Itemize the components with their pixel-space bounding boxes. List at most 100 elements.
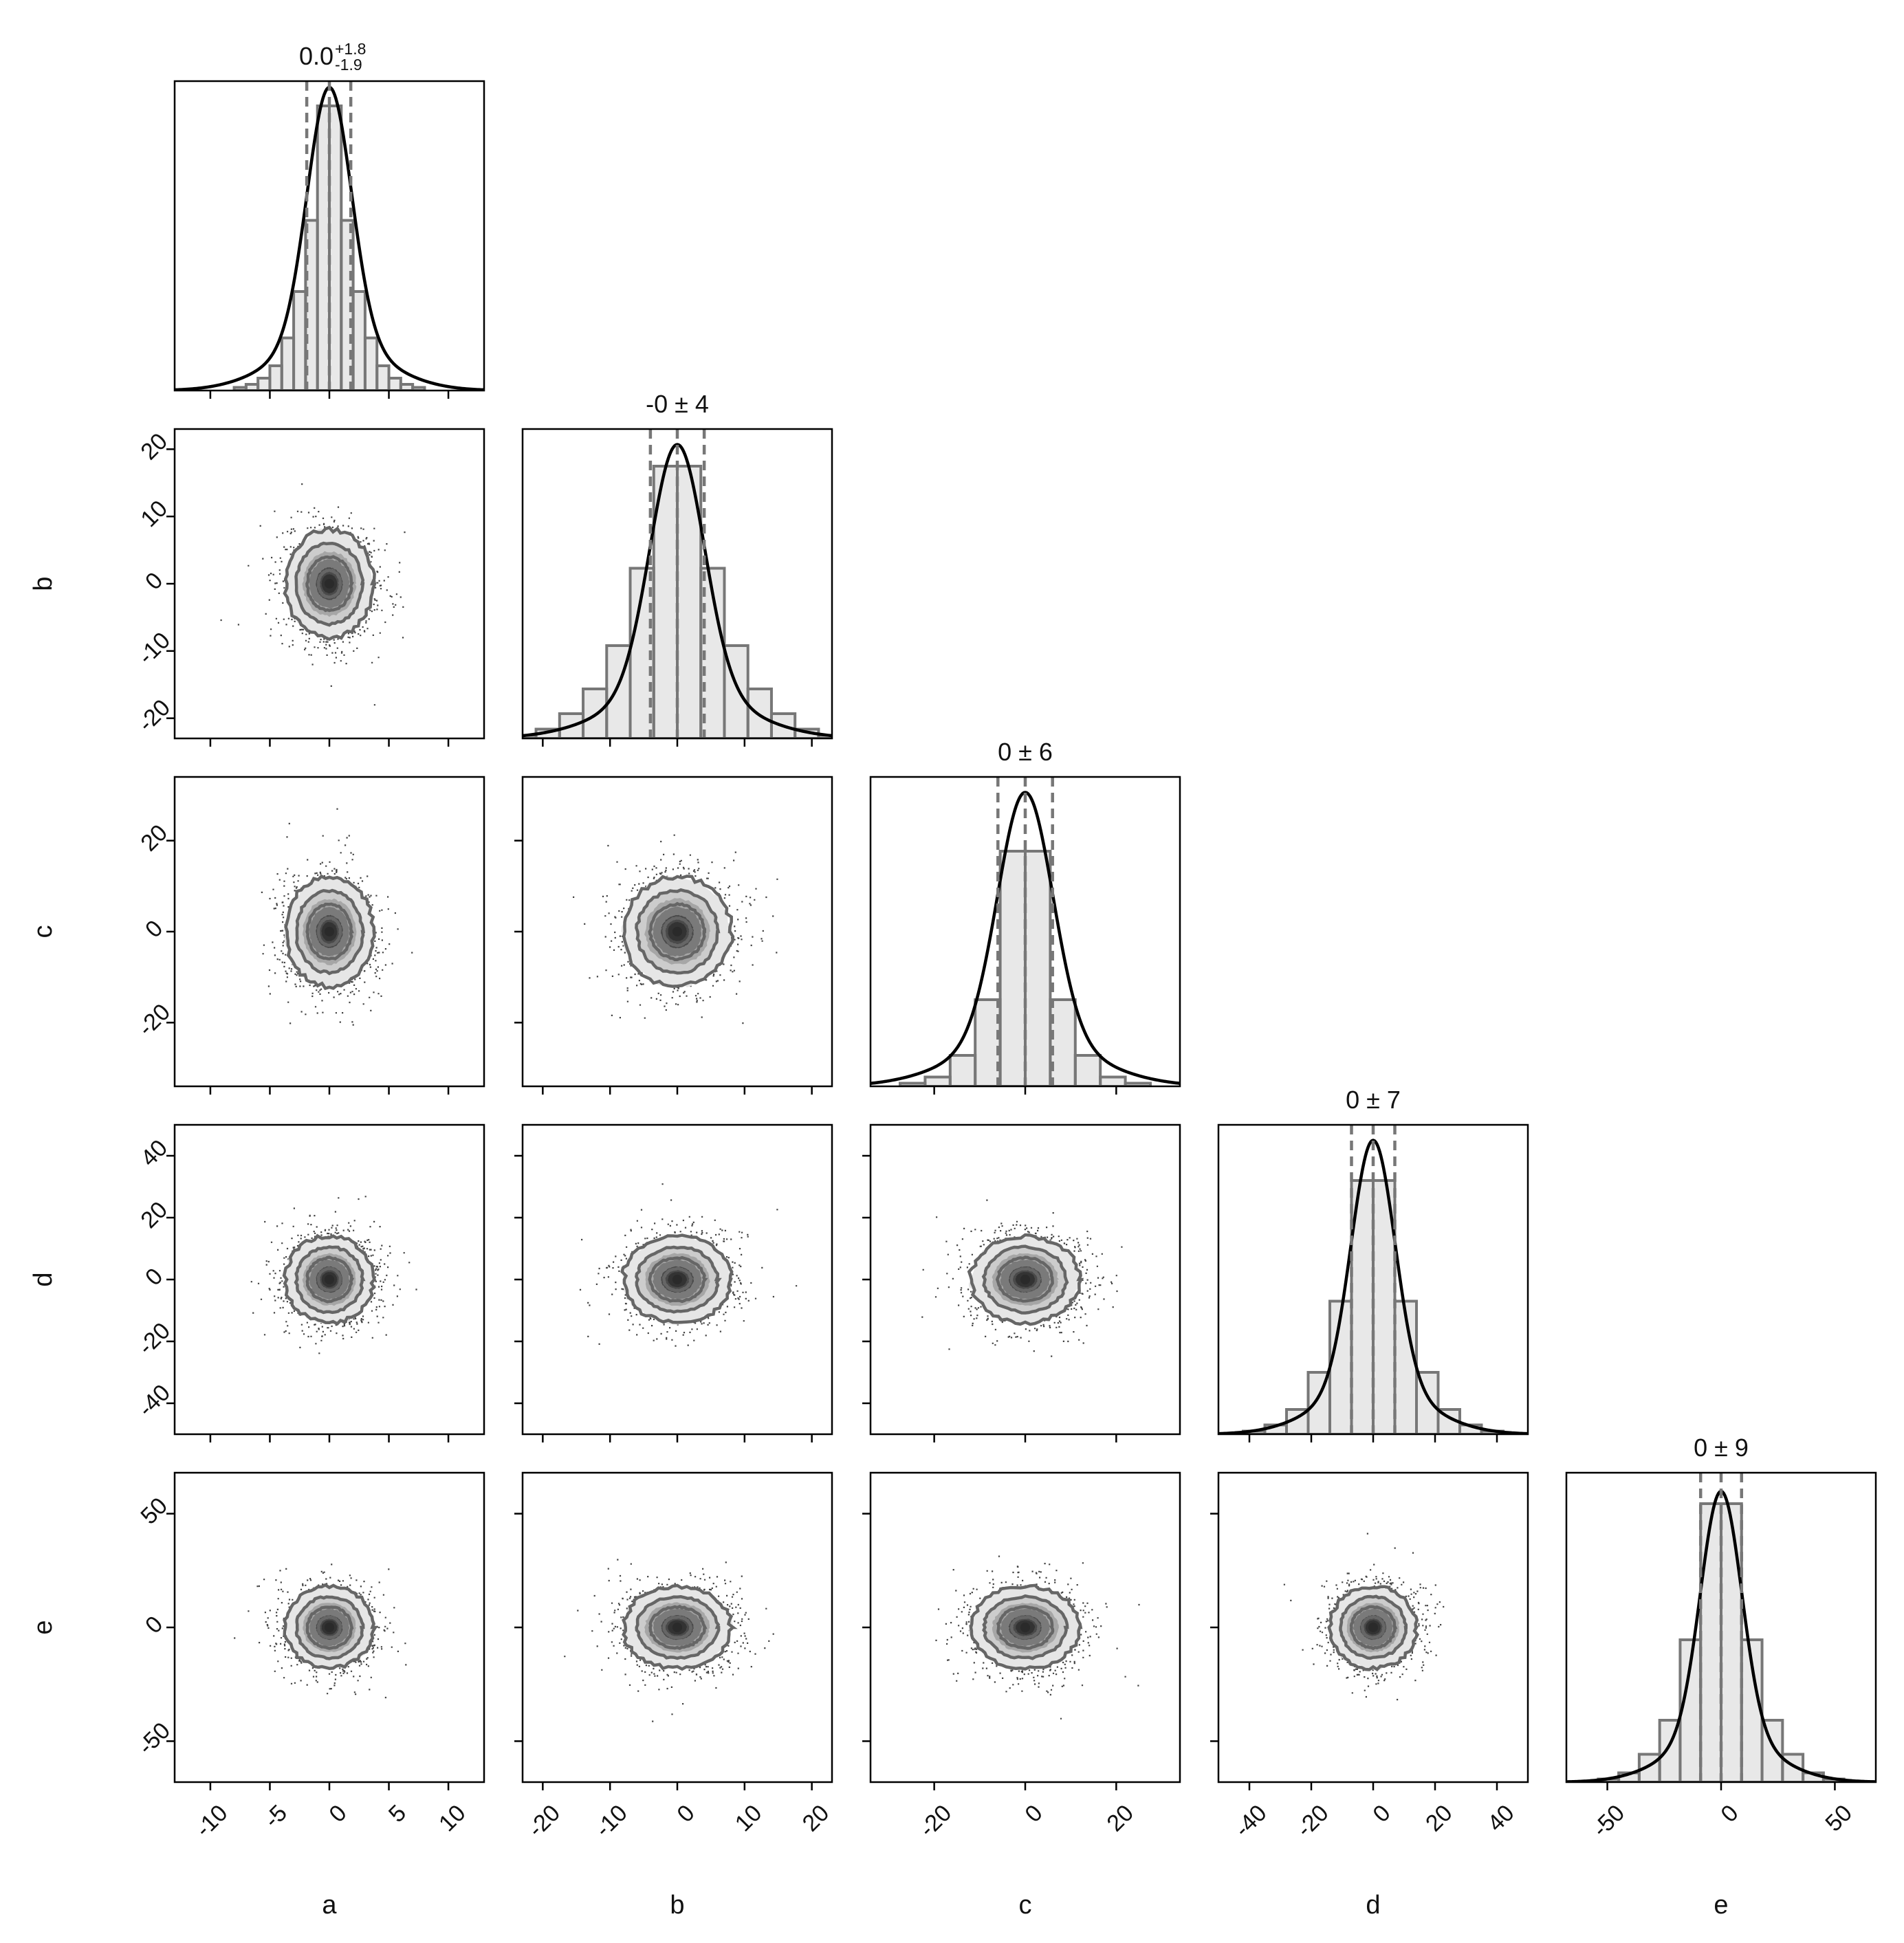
x-axis-label-c: c	[1019, 1891, 1032, 1920]
scatter-panel-d-vs-a: -40 -20 0 20 40	[133, 1123, 485, 1442]
x-tick-label: 0	[324, 1800, 351, 1827]
contour-line	[283, 1583, 378, 1670]
scatter-panel-e-vs-c: -20 0 20	[862, 1471, 1181, 1843]
kde-line-b	[523, 443, 832, 738]
contour-line	[620, 1233, 734, 1324]
contour-line	[635, 888, 721, 975]
contour-line	[1009, 1266, 1042, 1293]
contour-line	[661, 1266, 694, 1293]
density-core	[1020, 1622, 1031, 1633]
contour-line	[635, 1245, 722, 1314]
kde-line-c	[871, 791, 1180, 1085]
contour-line	[648, 1255, 708, 1304]
density-core	[325, 1275, 334, 1284]
x-axis-label-d: d	[1366, 1891, 1380, 1920]
scatter-panel-e-vs-d: -40 -20 0 20 40	[1210, 1471, 1529, 1843]
contour-line	[305, 1255, 355, 1304]
y-tick-label: 10	[135, 496, 173, 533]
x-tick-label: -10	[190, 1800, 233, 1843]
panel-title-d: 0 ± 7	[1346, 1086, 1401, 1114]
scatter-panel-e-vs-b: -20 -10 0 10 20	[514, 1471, 835, 1843]
panel-title-c: 0 ± 6	[998, 738, 1053, 766]
histogram-bar	[1760, 1719, 1784, 1782]
x-tick-label: -5	[259, 1800, 292, 1833]
x-tick-label: 0	[1368, 1800, 1395, 1827]
y-tick-label: 20	[135, 1196, 173, 1233]
hist-panel-e: 0 ± 9 -50 0 50	[1565, 1434, 1877, 1843]
x-tick-label: -20	[1291, 1800, 1334, 1843]
contour-line	[648, 1604, 708, 1650]
contour-line	[316, 1266, 342, 1292]
histogram-bar	[1073, 1054, 1102, 1086]
x-tick-label: 10	[730, 1800, 767, 1837]
density-core	[672, 1622, 683, 1633]
contour-line	[284, 874, 376, 991]
contour-line	[305, 1605, 354, 1650]
histogram-bar	[411, 386, 426, 391]
x-tick-label: 40	[1482, 1800, 1520, 1837]
contour-line	[294, 1595, 365, 1660]
scatter-points	[935, 1555, 1140, 1720]
contour-line	[981, 1244, 1069, 1315]
y-axis-label-d: d	[29, 1272, 58, 1286]
x-tick-label: -20	[915, 1800, 957, 1843]
density-core	[325, 1623, 334, 1632]
y-tick-label: -40	[133, 1379, 175, 1422]
scatter-panel-d-vs-b	[514, 1123, 833, 1442]
x-tick-label: 5	[384, 1800, 411, 1827]
x-axis-label-e: e	[1714, 1891, 1728, 1920]
contour-line	[967, 1233, 1084, 1326]
contour-line	[1349, 1605, 1398, 1651]
contour-line	[283, 525, 377, 641]
kde-line-d	[1218, 1139, 1528, 1434]
y-axis-label-b: b	[29, 576, 58, 591]
contour-line	[316, 916, 342, 947]
contour-line	[1360, 1615, 1386, 1640]
panel-title-upper-error: +1.8	[335, 40, 366, 58]
x-tick-label: -10	[590, 1800, 633, 1843]
density-core	[672, 1274, 683, 1285]
histogram-bar	[769, 712, 797, 738]
contour-line	[316, 568, 342, 599]
density-core	[325, 927, 334, 936]
y-tick-label: 0	[140, 1263, 168, 1291]
contour-line	[1009, 1615, 1042, 1640]
x-tick-label: -50	[1588, 1800, 1630, 1843]
scatter-panel-b-vs-a: -20 -10 0 10 20	[133, 428, 485, 747]
scatter-panel-c-vs-a: -20 0 20	[133, 776, 485, 1095]
histogram-bar	[1415, 1371, 1440, 1434]
contour-line	[305, 902, 354, 960]
x-tick-label: 0	[672, 1800, 699, 1827]
y-tick-label: 0	[140, 1611, 168, 1638]
contour-line	[648, 901, 707, 961]
contour-line	[995, 1255, 1054, 1303]
contour-line	[316, 1615, 343, 1640]
hist-panel-b: -0 ± 4	[521, 390, 833, 747]
x-tick-label: 0	[1716, 1800, 1743, 1827]
contour-line	[662, 1615, 693, 1640]
y-tick-label: 50	[135, 1493, 173, 1530]
histogram-bar	[1049, 998, 1077, 1086]
x-tick-label: -20	[523, 1800, 565, 1843]
panel-title-e: 0 ± 9	[1694, 1434, 1749, 1462]
x-tick-label: 20	[1421, 1800, 1458, 1837]
y-tick-label: -20	[133, 694, 175, 737]
contour-line	[969, 1583, 1083, 1671]
density-core	[1368, 1623, 1378, 1632]
y-tick-label: 20	[135, 820, 173, 857]
y-axis-label-c: c	[29, 925, 58, 938]
contour-line	[635, 1595, 721, 1660]
contour-line	[1339, 1594, 1408, 1660]
x-tick-label: 20	[798, 1800, 835, 1837]
contour-line	[622, 875, 735, 988]
hist-panel-c: 0 ± 6	[869, 738, 1181, 1095]
contour-line	[282, 1233, 377, 1326]
density-core	[672, 926, 683, 937]
panel-title-a: 0.0	[299, 42, 333, 70]
contour-line	[982, 1594, 1069, 1660]
y-tick-label: 0	[140, 915, 168, 943]
y-tick-label: 20	[135, 428, 173, 465]
density-core	[325, 579, 334, 589]
